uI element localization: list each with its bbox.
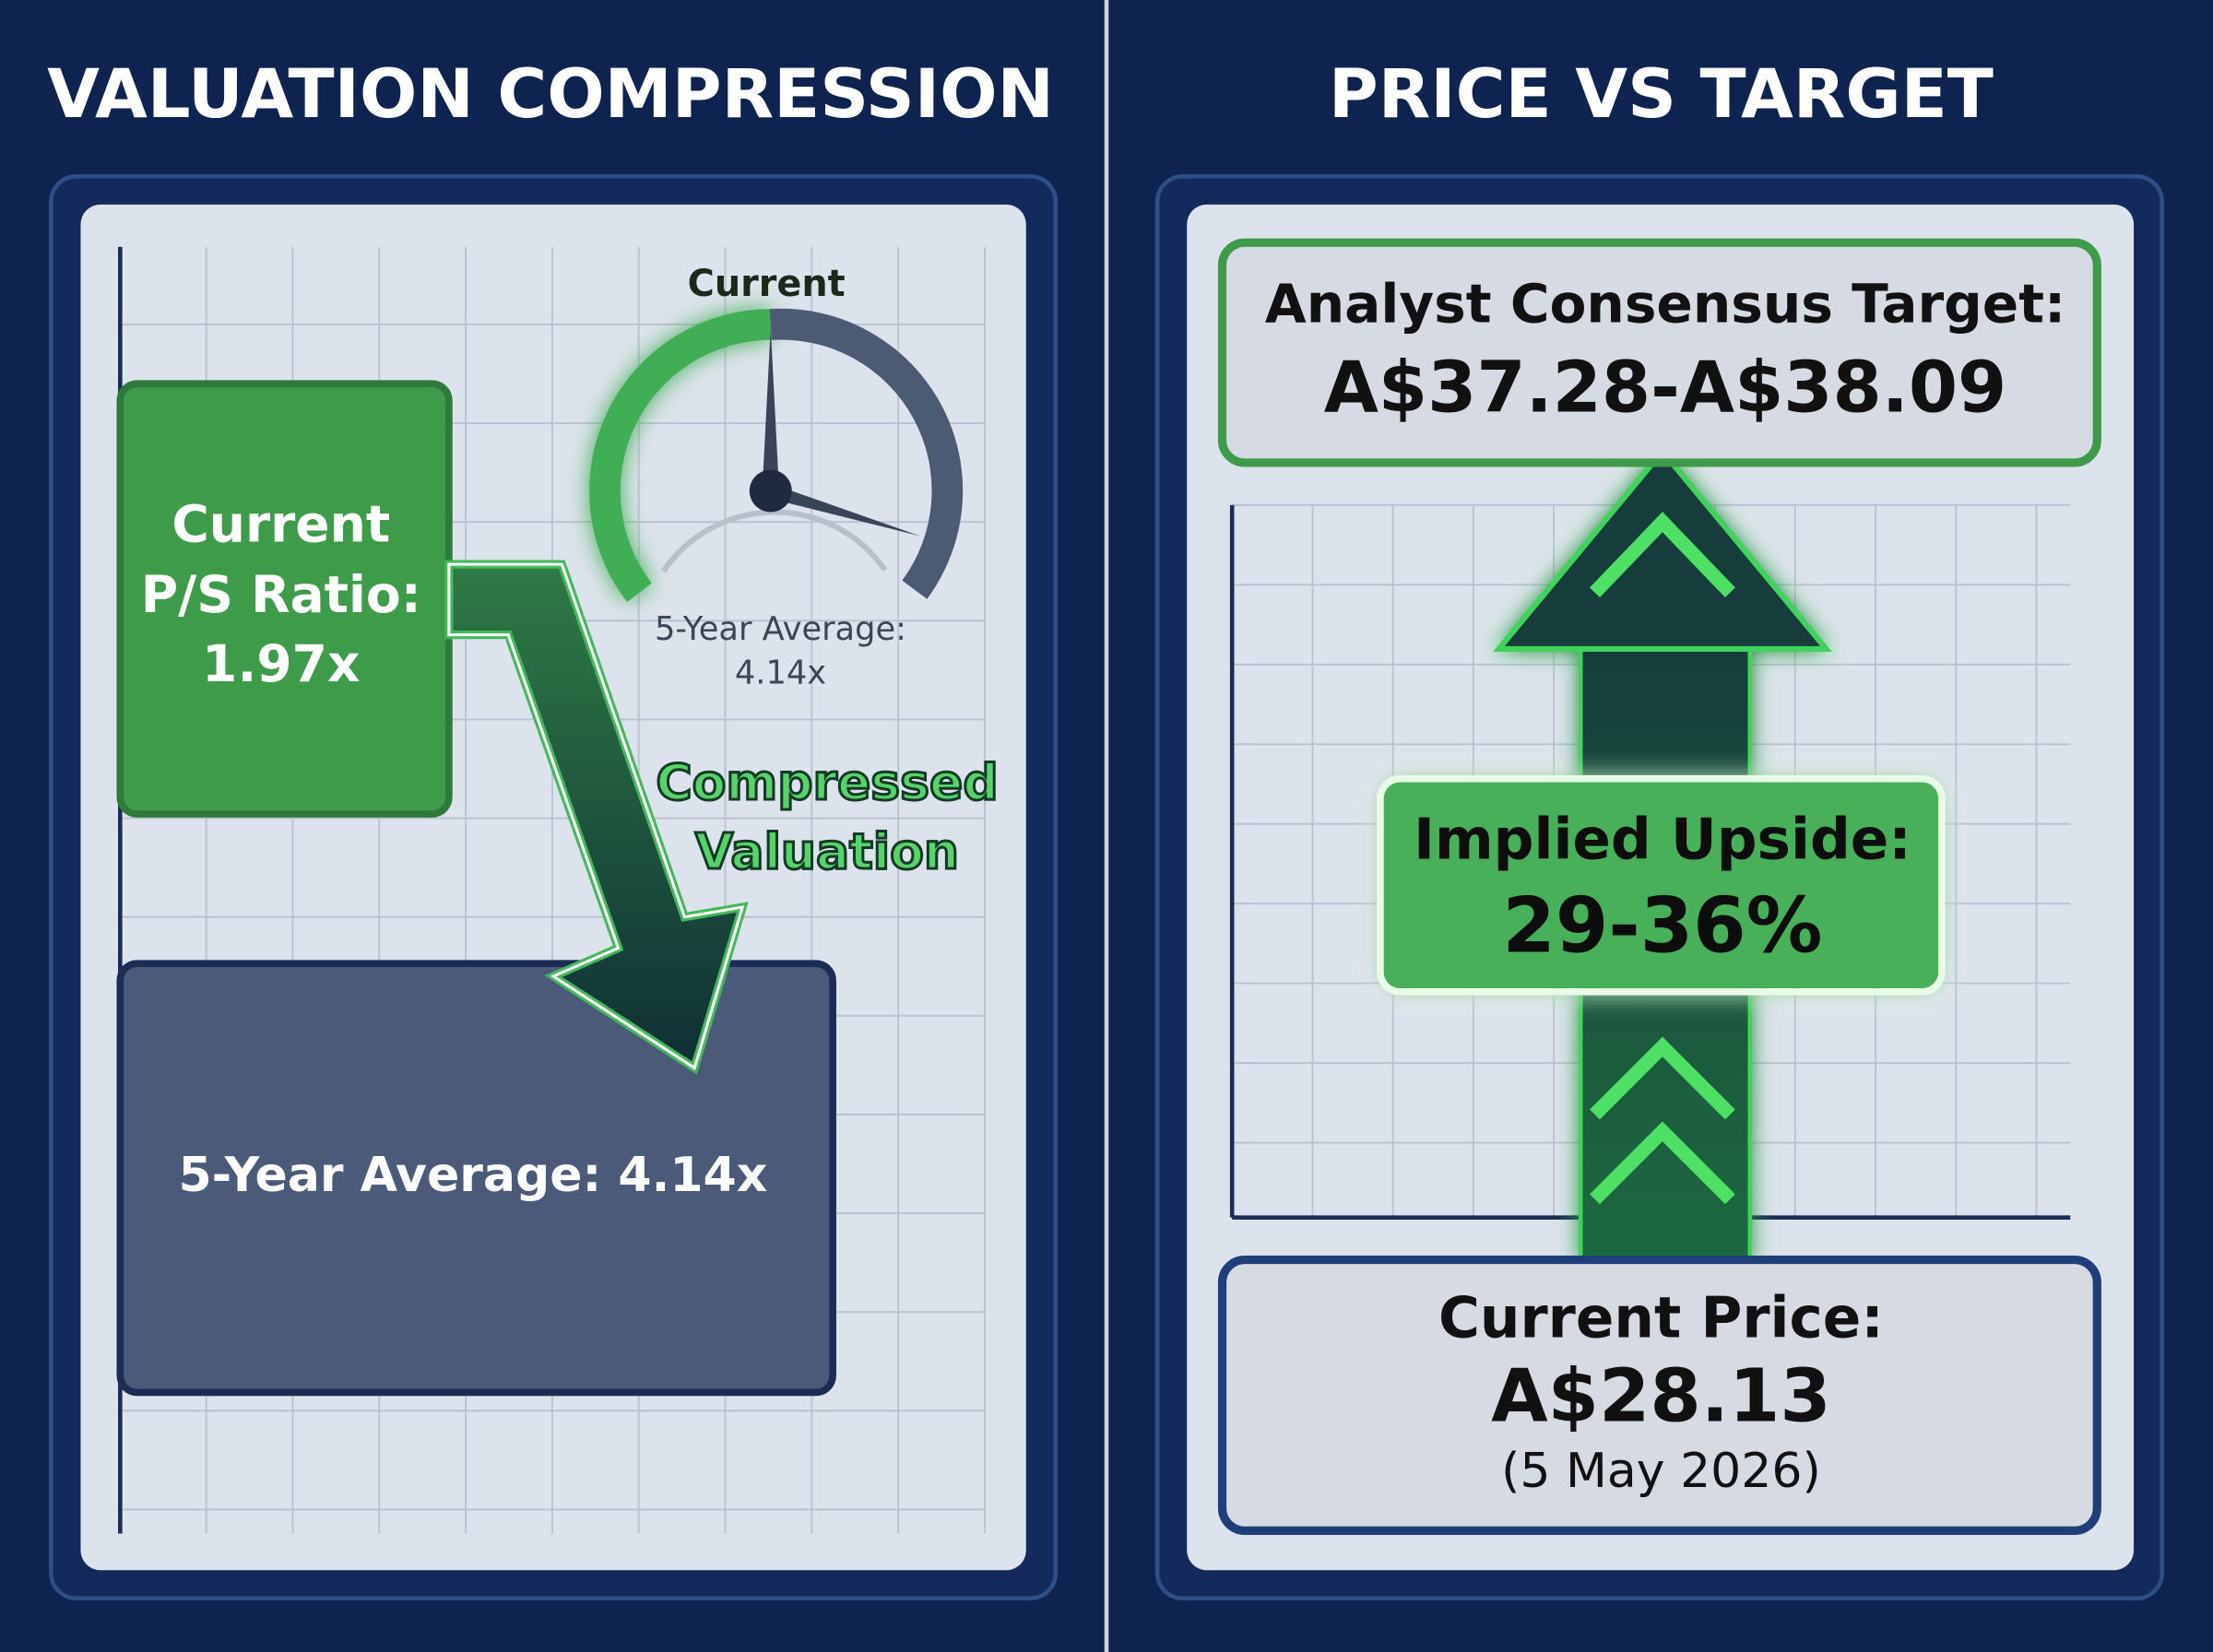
average-box [116, 960, 836, 1397]
upside-label: Implied Upside: [1414, 808, 1911, 873]
gauge-hub [749, 469, 792, 513]
gauge-caption: 5-Year Average: [655, 610, 906, 648]
gauge-label: Current [688, 263, 846, 305]
average-text: 5-Year Average: 4.14x [178, 1148, 767, 1203]
current-text: Current [172, 494, 390, 553]
gauge-needle [762, 327, 779, 491]
arrow-label: Valuation [695, 822, 959, 880]
current-text: 1.97x [202, 634, 360, 693]
chevron [1590, 1036, 1735, 1120]
gauge-caption: 4.14x [735, 654, 826, 691]
price-label: Current Price: [1438, 1285, 1884, 1351]
chevron [1590, 1121, 1735, 1205]
upside-box [1377, 774, 1946, 996]
chevron [1589, 512, 1735, 598]
target-value: A$37.28-A$38.09 [1324, 347, 2007, 429]
upside-value: 29-36% [1502, 881, 1822, 970]
price-box [1217, 1255, 2101, 1535]
panel-title: VALUATION COMPRESSION [47, 55, 1054, 134]
gauge-inner [660, 509, 888, 573]
price-value: A$28.13 [1491, 1353, 1831, 1439]
up-arrow-head [1492, 446, 1832, 653]
down-arrow-outline [447, 562, 745, 1070]
price-date: (5 May 2026) [1501, 1444, 1821, 1499]
gauge-needle [767, 482, 920, 537]
panel-title: PRICE VS TARGET [1329, 55, 1994, 134]
gauge-arc-current [589, 309, 771, 602]
arrow-label: Compressed [656, 753, 998, 811]
current-text: P/S Ratio: [141, 565, 421, 624]
target-label: Analyst Consensus Target: [1265, 273, 2066, 336]
target-box [1217, 238, 2101, 467]
gauge-arc [769, 308, 964, 599]
